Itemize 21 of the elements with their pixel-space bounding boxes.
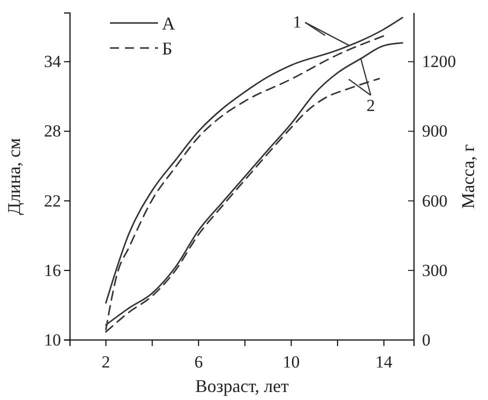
y2-axis-title: Масса, г [458,144,478,209]
annotation: 1 [292,12,302,32]
y-axis-title: Длина, см [4,138,24,215]
x-tick-label: 6 [194,352,203,372]
y2-tick-label: 600 [422,191,448,210]
x-tick-label: 2 [102,352,110,372]
legend-label: Б [162,38,172,58]
y2-tick-label: 1200 [422,52,456,72]
y-tick-label: 10 [44,330,61,350]
legend-label: А [162,13,175,34]
annotation: 2 [366,96,375,116]
y2-tick-label: 900 [422,122,448,141]
y2-tick-label: 300 [422,260,448,280]
y-tick-label: 34 [44,52,62,72]
y2-tick-label: 0 [422,330,430,350]
y-tick-label: 28 [44,122,61,141]
x-tick-label: 14 [375,352,393,372]
y-tick-label: 16 [44,260,61,280]
y-tick-label: 22 [44,191,61,210]
x-axis-title: Возраст, лет [195,376,289,396]
x-tick-label: 10 [282,352,300,372]
